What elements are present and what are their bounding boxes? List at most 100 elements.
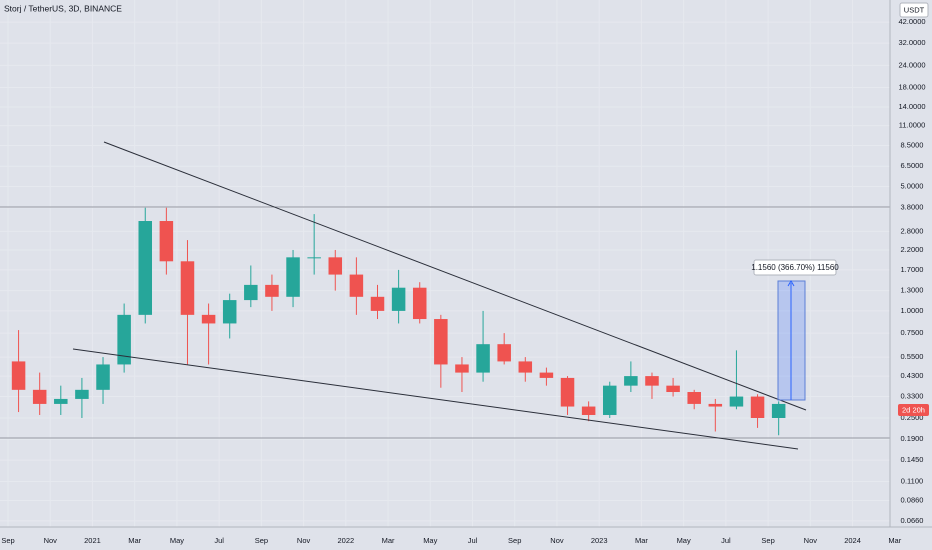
candle-body — [96, 364, 110, 390]
candle-body — [349, 274, 364, 297]
x-tick-label: Mar — [888, 536, 901, 545]
x-tick-label: Sep — [1, 536, 14, 545]
candle-body — [687, 392, 701, 404]
y-tick-label: 42.0000 — [898, 17, 925, 26]
y-tick-label: 14.0000 — [898, 102, 925, 111]
x-tick-label: Jul — [721, 536, 731, 545]
candle-body — [244, 284, 258, 301]
x-tick-label: May — [677, 536, 691, 545]
y-axis: 42.0000 32.0000 24.0000 18.0000 14.0000 11.00… — [898, 17, 925, 525]
x-tick-label: 2021 — [84, 536, 101, 545]
measure-label-box — [753, 259, 837, 276]
y-tick-label: 1.7000 — [901, 265, 924, 274]
candle-body — [307, 257, 321, 259]
y-tick-label: 2.8000 — [901, 226, 924, 235]
candle-body — [201, 314, 216, 324]
x-tick-label: Nov — [44, 536, 58, 545]
y-tick-label: 24.0000 — [898, 60, 925, 69]
x-tick-label: Mar — [635, 536, 648, 545]
candle-body — [518, 361, 533, 373]
x-tick-label: 2022 — [337, 536, 354, 545]
x-tick-label: May — [170, 536, 184, 545]
measure-arrow-head — [787, 280, 795, 287]
candle-body — [286, 257, 300, 297]
countdown-tag — [898, 404, 929, 416]
candle-body — [159, 221, 174, 262]
x-tick-label: Mar — [128, 536, 141, 545]
candle-body — [771, 403, 786, 419]
trend-line — [103, 141, 807, 411]
y-tick-label: 3.8000 — [901, 203, 924, 212]
x-tick-label: May — [423, 536, 437, 545]
y-tick-label: 8.5000 — [901, 141, 924, 150]
candle-body — [581, 406, 596, 415]
x-tick-label: 2023 — [591, 536, 608, 545]
currency-button[interactable] — [899, 2, 929, 18]
y-tick-label: 0.1900 — [901, 434, 924, 443]
candles — [11, 207, 786, 436]
candle-body — [729, 396, 744, 407]
y-tick-label: 0.1100 — [901, 476, 923, 485]
candle-body — [117, 314, 131, 365]
y-tick-label: 0.7500 — [901, 328, 924, 337]
x-tick-label: Nov — [550, 536, 564, 545]
y-tick-label: 2.2000 — [901, 245, 924, 254]
countdown: 2d 20h — [902, 405, 925, 414]
candle-body — [265, 284, 279, 297]
y-tick-label: 32.0000 — [898, 38, 925, 47]
y-tick-label: 11.0000 — [899, 121, 926, 130]
candle-body — [708, 403, 723, 407]
candle-body — [497, 344, 511, 362]
x-tick-label: Sep — [255, 536, 268, 545]
candle-body — [328, 257, 343, 275]
currency-button-label[interactable]: USDT — [904, 5, 925, 14]
candle-body — [455, 364, 469, 373]
y-tick-label: 0.1450 — [901, 455, 924, 464]
y-tick-label: 0.0660 — [901, 516, 924, 525]
y-tick-label: 1.0000 — [901, 306, 924, 315]
y-tick-label: 0.5500 — [901, 352, 924, 361]
x-tick-label: Mar — [382, 536, 395, 545]
y-tick-label: 0.0860 — [901, 495, 924, 504]
candle-body — [54, 398, 68, 404]
x-tick-label: Jul — [468, 536, 478, 545]
candle-body — [476, 344, 490, 373]
y-tick-label: 0.3300 — [901, 392, 924, 401]
candle-body — [539, 372, 554, 378]
candle-body — [412, 287, 427, 320]
candle-body — [560, 377, 575, 407]
x-tick-label: Nov — [804, 536, 818, 545]
candle-body — [645, 376, 659, 386]
grid — [0, 0, 895, 527]
candle-body — [138, 221, 153, 315]
x-tick-label: Sep — [761, 536, 774, 545]
y-tick-label: 6.5000 — [901, 161, 924, 170]
x-tick-label: Nov — [297, 536, 311, 545]
candle-body — [750, 396, 765, 419]
candle-body — [624, 376, 638, 386]
candle-body — [180, 261, 195, 315]
chart-title: Storj / TetherUS, 3D, BINANCE — [4, 3, 122, 13]
y-tick-label: 5.0000 — [901, 182, 924, 191]
measure-label: 1.1560 (366.70%) 11560 — [751, 263, 839, 272]
x-axis: Sep Nov 2021 Mar May Jul Sep Nov 2022 Mar May Jul Se… — [1, 536, 901, 545]
candle-body — [222, 300, 237, 324]
candle-body — [11, 361, 26, 390]
candle-body — [602, 385, 617, 415]
candle-body — [75, 389, 89, 399]
y-tick-label: 1.3000 — [901, 286, 924, 295]
trend-line — [72, 348, 799, 450]
y-tick-label: 18.0000 — [898, 83, 925, 92]
candle-body — [434, 319, 448, 365]
y-tick-label: 0.2500 — [901, 413, 924, 422]
price-axis — [890, 0, 932, 550]
x-tick-label: Jul — [214, 536, 224, 545]
x-tick-label: Sep — [508, 536, 521, 545]
candle-body — [666, 385, 680, 393]
candle-body — [391, 287, 406, 311]
candle-body — [370, 296, 385, 311]
x-tick-label: 2024 — [844, 536, 861, 545]
candle-body — [32, 389, 47, 404]
